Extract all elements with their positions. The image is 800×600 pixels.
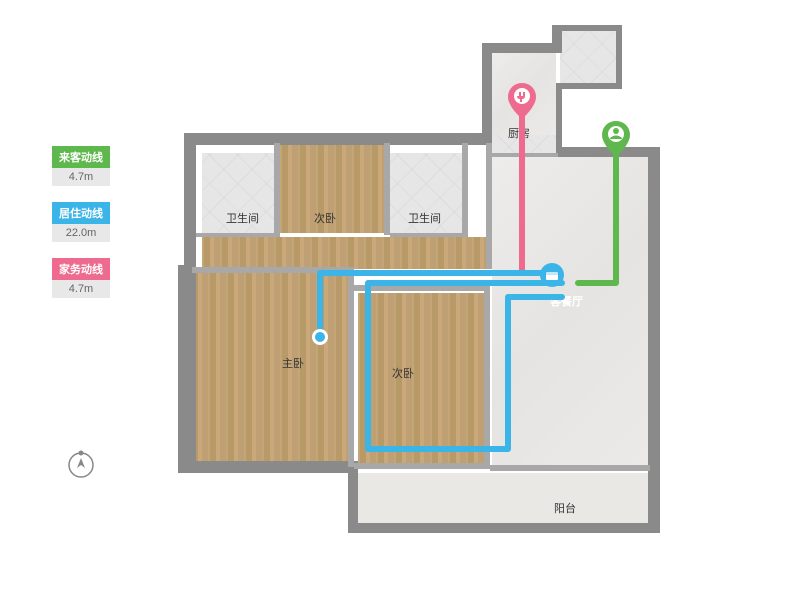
legend-value-living: 22.0m — [52, 224, 110, 242]
wall — [390, 233, 468, 237]
wall — [348, 523, 660, 533]
wall — [178, 461, 356, 473]
wall — [552, 25, 622, 31]
wall — [354, 285, 490, 291]
legend-item-chore: 家务动线 4.7m — [52, 258, 110, 298]
wall — [486, 143, 492, 269]
compass-icon — [66, 450, 96, 480]
master-node-icon — [312, 329, 328, 345]
wall — [462, 143, 468, 235]
wall — [196, 233, 280, 237]
guest-pin-icon — [602, 121, 630, 162]
legend-label-chore: 家务动线 — [52, 258, 110, 280]
wall — [192, 267, 352, 273]
living-node-icon — [540, 263, 564, 287]
room-label-bed2a: 次卧 — [314, 210, 336, 226]
wall — [348, 267, 354, 467]
legend-item-living: 居住动线 22.0m — [52, 202, 110, 242]
room-label-master: 主卧 — [282, 355, 304, 371]
wall — [354, 463, 490, 469]
wall — [616, 25, 622, 89]
legend: 来客动线 4.7m 居住动线 22.0m 家务动线 4.7m — [52, 146, 110, 314]
floor-hall — [202, 237, 490, 269]
wall — [384, 143, 390, 235]
floor-bed2b — [358, 293, 486, 463]
wall — [274, 143, 280, 235]
floor-living — [492, 157, 648, 467]
room-label-bed2b: 次卧 — [392, 365, 414, 381]
floor-master — [190, 273, 350, 463]
wall — [184, 133, 490, 145]
wall — [484, 285, 490, 469]
legend-item-guest: 来客动线 4.7m — [52, 146, 110, 186]
floor-plan: 卫生间 次卧 卫生间 厨房 主卧 次卧 客餐厅 阳台 — [170, 25, 750, 575]
room-label-bath1: 卫生间 — [226, 210, 259, 226]
wall — [178, 265, 196, 471]
wall — [482, 43, 492, 143]
legend-label-guest: 来客动线 — [52, 146, 110, 168]
legend-value-guest: 4.7m — [52, 168, 110, 186]
room-label-balcony: 阳台 — [554, 500, 576, 516]
wall — [648, 147, 660, 533]
floor-topright-notch — [560, 31, 616, 87]
wall — [490, 465, 650, 471]
wall — [490, 153, 558, 157]
room-label-bath2: 卫生间 — [408, 210, 441, 226]
wall — [482, 43, 558, 53]
wall — [556, 83, 622, 89]
floor-balcony — [358, 473, 650, 525]
wall — [556, 83, 562, 153]
chore-pin-icon — [508, 83, 536, 124]
legend-value-chore: 4.7m — [52, 280, 110, 298]
room-label-living: 客餐厅 — [550, 293, 583, 309]
legend-label-living: 居住动线 — [52, 202, 110, 224]
wall — [184, 133, 196, 273]
room-label-kitchen: 厨房 — [508, 125, 530, 141]
